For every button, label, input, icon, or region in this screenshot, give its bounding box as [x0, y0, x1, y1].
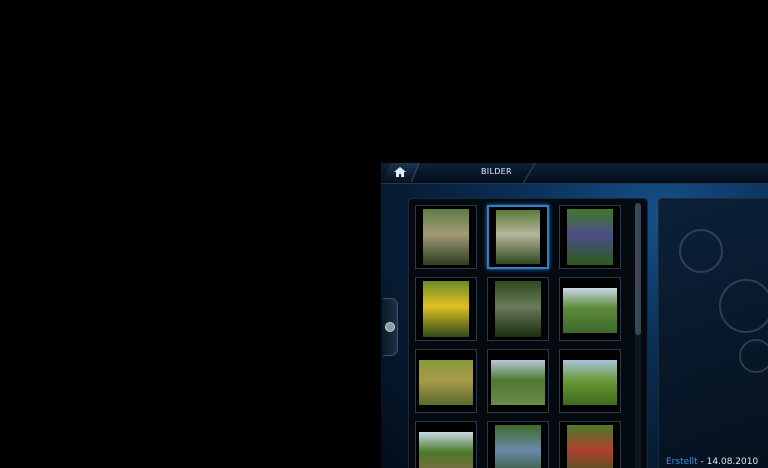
thumbnail-item[interactable] [415, 277, 477, 341]
created-meta: Erstellt - 14.08.2010 [666, 457, 758, 467]
thumbnail-item[interactable] [487, 421, 549, 468]
pictures-view: BILDER Erstellt - 14.08.2010 [381, 163, 768, 468]
thumbnail-image [496, 210, 540, 264]
thumbnail-image [567, 425, 613, 468]
scrollbar[interactable] [635, 203, 641, 468]
thumbnail-image [423, 281, 469, 337]
thumbnail-item[interactable] [559, 205, 621, 269]
thumbnail-image [567, 209, 613, 265]
thumbnail-image [419, 432, 473, 468]
thumbnail-item[interactable] [559, 421, 621, 468]
thumbnail-item[interactable] [487, 277, 549, 341]
thumbnail-image [419, 360, 473, 405]
created-label: Erstellt [666, 457, 698, 467]
thumbnail-item[interactable] [415, 205, 477, 269]
thumbnail-item[interactable] [559, 277, 621, 341]
scrollbar-thumb[interactable] [635, 203, 641, 335]
thumbnail-image [491, 360, 545, 405]
side-menu-handle[interactable] [383, 298, 398, 356]
home-icon [394, 167, 407, 177]
thumbnail-item[interactable] [415, 421, 477, 468]
created-separator: - [697, 457, 707, 467]
thumbnail-image [495, 425, 541, 468]
thumbnail-image [563, 288, 617, 333]
thumbnail-item[interactable] [415, 349, 477, 413]
thumbnail-image [563, 360, 617, 405]
thumbnail-item[interactable] [487, 349, 549, 413]
thumbnail-item[interactable] [487, 205, 549, 269]
thumbnail-image [423, 209, 469, 265]
created-date: 14.08.2010 [706, 457, 759, 467]
thumbnail-grid [408, 198, 648, 468]
page-title: BILDER [481, 167, 512, 176]
thumbnail-item[interactable] [559, 349, 621, 413]
top-bar: BILDER [381, 163, 768, 184]
handle-dot-icon [385, 322, 395, 332]
title-tab-edge [511, 163, 536, 183]
thumbnail-image [495, 281, 541, 337]
info-panel: Erstellt - 14.08.2010 [658, 198, 768, 468]
home-button[interactable] [383, 163, 420, 182]
